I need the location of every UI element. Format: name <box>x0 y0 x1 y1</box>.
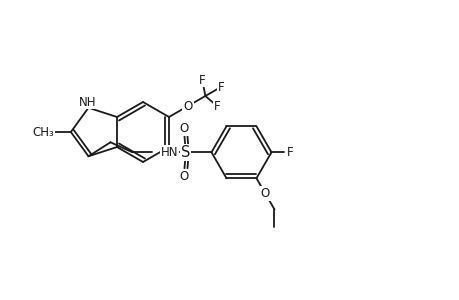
Text: O: O <box>183 100 192 112</box>
Text: CH₃: CH₃ <box>32 125 54 139</box>
Text: O: O <box>260 187 269 200</box>
Text: O: O <box>179 170 189 183</box>
Text: F: F <box>214 100 220 113</box>
Text: F: F <box>217 80 224 94</box>
Text: F: F <box>286 146 293 159</box>
Text: O: O <box>179 122 189 135</box>
Text: HN: HN <box>160 146 178 159</box>
Text: NH: NH <box>79 95 96 109</box>
Text: F: F <box>199 74 205 86</box>
Text: S: S <box>180 145 190 160</box>
